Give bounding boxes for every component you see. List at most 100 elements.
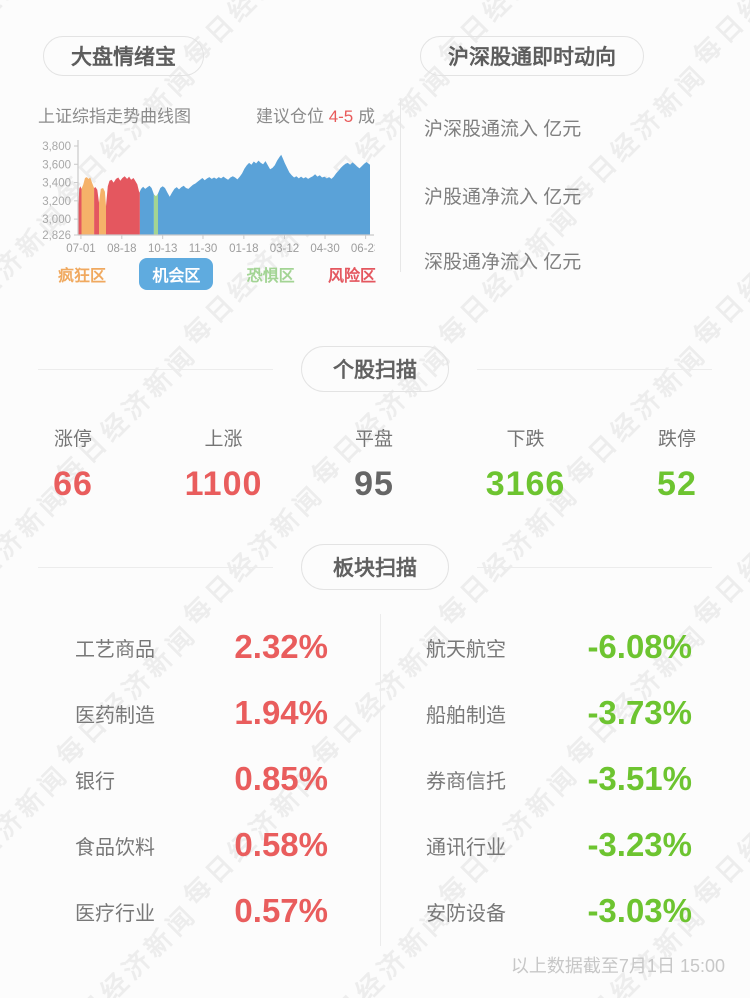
hsgt-title: 沪深股通即时动向 <box>448 46 616 69</box>
divider-line <box>38 566 273 568</box>
x-axis-tick-label: 04-30 <box>310 243 339 254</box>
stat-value: 95 <box>354 465 394 503</box>
hsgt-flow-row: 深股通净流入 亿元 <box>424 252 582 273</box>
stat-label: 平盘 <box>355 429 394 450</box>
advice-suffix: 成 <box>353 107 375 126</box>
sector-row: 通讯行业 -3.23% <box>426 812 692 878</box>
sector-label: 工艺商品 <box>75 638 155 661</box>
hsgt-flow-row: 沪深股通流入 亿元 <box>424 119 582 140</box>
market-sentiment-title: 大盘情绪宝 <box>71 46 176 69</box>
stat-value: 3166 <box>485 465 566 503</box>
sector-row: 医药制造 1.94% <box>75 680 328 746</box>
sector-label: 医药制造 <box>75 704 155 727</box>
chart-zone-legend: 疯狂区 机会区 恐惧区 风险区 <box>58 258 376 290</box>
legend-item-fear-zone[interactable]: 恐惧区 <box>246 268 295 285</box>
sector-change-value: 2.32% <box>234 628 328 665</box>
stock-scan-pill: 个股扫描 <box>301 346 449 392</box>
chart-zone-疯狂区 <box>99 188 106 235</box>
chart-subtitle: 上证综指走势曲线图 <box>38 107 191 126</box>
hsgt-title-pill: 沪深股通即时动向 <box>420 36 644 76</box>
sector-label: 券商信托 <box>426 770 506 793</box>
stat-up: 上涨 1100 <box>185 424 263 504</box>
stat-label: 跌停 <box>657 429 696 450</box>
sector-row: 银行 0.85% <box>75 746 328 812</box>
stat-label: 涨停 <box>53 429 92 450</box>
sector-scan-pill: 板块扫描 <box>301 544 449 590</box>
sector-row: 工艺商品 2.32% <box>75 614 328 680</box>
sector-label: 船舶制造 <box>426 704 506 727</box>
x-axis-tick-label: 08-18 <box>107 243 136 254</box>
market-sentiment-title-pill: 大盘情绪宝 <box>43 36 204 76</box>
sector-scan-title: 板块扫描 <box>333 557 417 580</box>
stock-scan-stats: 涨停 66 上涨 1100 平盘 95 下跌 3166 跌停 52 <box>38 424 712 504</box>
position-advice: 建议仓位 4-5 成 <box>256 102 375 127</box>
chart-zone-机会区 <box>139 185 154 235</box>
sector-row: 船舶制造 -3.73% <box>426 680 692 746</box>
legend-item-crazy-zone[interactable]: 疯狂区 <box>58 268 107 285</box>
sector-label: 医疗行业 <box>75 902 155 925</box>
stat-flat: 平盘 95 <box>339 424 409 504</box>
sector-row: 航天航空 -6.08% <box>426 614 692 680</box>
stat-limit-up: 涨停 66 <box>38 424 108 504</box>
stat-label: 下跌 <box>506 429 545 450</box>
legend-item-risk-zone[interactable]: 风险区 <box>327 268 376 285</box>
stock-scan-title: 个股扫描 <box>333 359 417 382</box>
divider-line <box>477 368 712 370</box>
sector-change-value: 0.57% <box>234 892 328 929</box>
sector-row: 食品饮料 0.58% <box>75 812 328 878</box>
x-axis-tick-label: 06-23 <box>351 243 375 254</box>
divider-line <box>38 368 273 370</box>
sector-change-value: -3.73% <box>587 694 692 731</box>
y-axis-tick-label: 3,400 <box>42 178 71 190</box>
sector-change-value: -6.08% <box>587 628 692 665</box>
sector-label: 安防设备 <box>426 902 506 925</box>
divider-line <box>477 566 712 568</box>
sector-label: 通讯行业 <box>426 836 506 859</box>
sector-row: 安防设备 -3.03% <box>426 878 692 944</box>
x-axis-tick-label: 03-12 <box>270 243 299 254</box>
sector-change-value: -3.23% <box>587 826 692 863</box>
chart-zone-风险区 <box>78 186 82 235</box>
x-axis-tick-label: 01-18 <box>229 243 258 254</box>
x-axis-tick-label: 07-01 <box>66 243 95 254</box>
chart-zone-风险区 <box>106 176 140 235</box>
sector-row: 医疗行业 0.57% <box>75 878 328 944</box>
sector-column-gainers: 工艺商品 2.32% 医药制造 1.94% 银行 0.85% 食品饮料 0.58% 医疗行业 0.… <box>38 614 380 946</box>
y-axis-tick-label: 2,826 <box>42 230 71 242</box>
x-axis-tick-label: 10-13 <box>148 243 177 254</box>
advice-value: 4-5 <box>328 107 354 126</box>
sector-change-value: 0.85% <box>234 760 328 797</box>
stock-scan-header: 个股扫描 <box>38 346 712 392</box>
stat-value: 52 <box>657 465 697 503</box>
y-axis-tick-label: 3,800 <box>42 141 71 153</box>
stat-down: 下跌 3166 <box>486 424 566 504</box>
sector-change-value: 1.94% <box>234 694 328 731</box>
sector-row: 券商信托 -3.51% <box>426 746 692 812</box>
advice-prefix: 建议仓位 <box>255 107 329 126</box>
sector-change-value: -3.51% <box>587 760 692 797</box>
chart-zone-恐惧区 <box>153 193 158 235</box>
chart-zone-风险区 <box>94 187 99 235</box>
stat-value: 1100 <box>184 465 263 503</box>
sector-label: 食品饮料 <box>75 836 155 859</box>
hsgt-flow-row: 沪股通净流入 亿元 <box>424 187 582 208</box>
legend-item-opportunity-zone[interactable]: 机会区 <box>139 258 214 290</box>
footer-note: 以上数据截至7月1日 15:00 <box>510 956 725 976</box>
sector-scan-grid: 工艺商品 2.32% 医药制造 1.94% 银行 0.85% 食品饮料 0.58% 医疗行业 0.… <box>38 614 712 946</box>
chart-title-row: 上证综指走势曲线图 建议仓位 4-5 成 <box>38 102 375 127</box>
sector-column-losers: 航天航空 -6.08% 船舶制造 -3.73% 券商信托 -3.51% 通讯行业 -3.23%… <box>380 614 712 946</box>
stat-limit-down: 跌停 52 <box>642 424 712 504</box>
sector-change-value: -3.03% <box>587 892 692 929</box>
chart-zone-机会区 <box>158 154 370 235</box>
chart-zone-疯狂区 <box>81 177 95 235</box>
sector-scan-header: 板块扫描 <box>38 544 712 590</box>
sector-label: 银行 <box>75 770 115 793</box>
y-axis-tick-label: 3,200 <box>42 196 71 208</box>
y-axis-tick-label: 3,000 <box>42 214 71 226</box>
stat-label: 上涨 <box>204 429 243 450</box>
hsgt-panel: 沪深股通流入 亿元 沪股通净流入 亿元 深股通净流入 亿元 <box>400 100 713 273</box>
sector-label: 航天航空 <box>426 638 506 661</box>
